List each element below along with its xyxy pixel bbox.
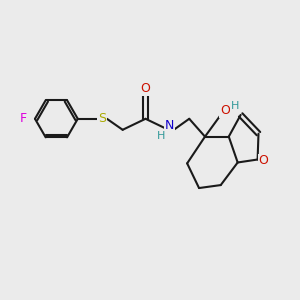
- Text: F: F: [20, 112, 27, 125]
- Text: N: N: [165, 119, 174, 132]
- Text: O: O: [259, 154, 269, 167]
- Text: H: H: [157, 131, 165, 141]
- Text: O: O: [141, 82, 151, 95]
- Text: S: S: [98, 112, 106, 125]
- Text: H: H: [231, 101, 239, 111]
- Text: O: O: [220, 104, 230, 117]
